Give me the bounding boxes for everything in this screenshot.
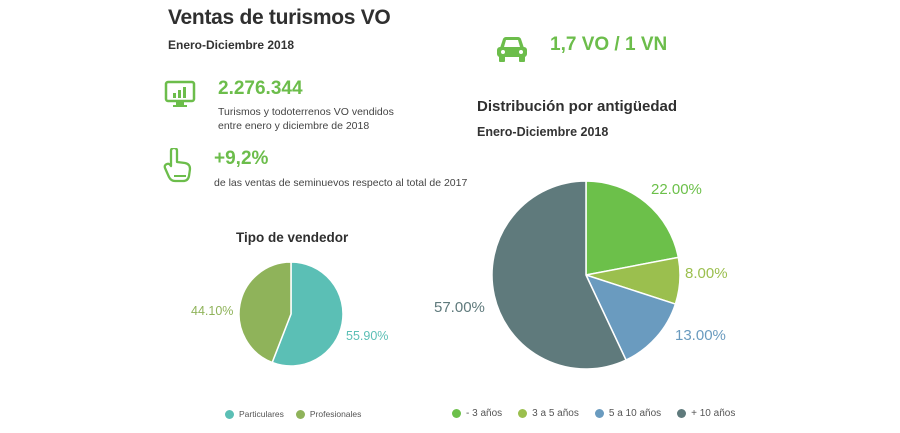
pie-slice-5-10 (584, 273, 677, 362)
legend-swatch-5-10 (594, 409, 604, 418)
sales-desc-line1: Turismos y todoterrenos VO vendidos (218, 106, 394, 118)
legend-label-particulares: Particulares (239, 409, 284, 419)
pie-slice-particulares (271, 262, 344, 367)
legend-label-3-5: 3 a 5 años (532, 408, 579, 419)
legend-item-particulares: Particulares (225, 409, 284, 419)
legend-label-profesionales: Profesionales (309, 409, 362, 419)
legend-item-mas-10: + 10 años (677, 408, 735, 419)
sales-description: Turismos y todoterrenos VO vendidos entr… (218, 105, 418, 133)
pie-slice-mas-10 (491, 180, 628, 370)
sales-value: 2.276.344 (218, 78, 303, 99)
data-label-mas-10: 57.00% (434, 299, 485, 316)
growth-value: +9,2% (214, 148, 269, 169)
legend-label-menos-3: - 3 años (466, 408, 503, 419)
page-subtitle: Enero-Diciembre 2018 (168, 38, 295, 52)
legend-item-menos-3: - 3 años (452, 408, 502, 419)
legend-label-5-10: 5 a 10 años (608, 408, 662, 419)
growth-description: de las ventas de seminuevos respecto al … (214, 177, 468, 189)
page-title: Ventas de turismos VO (168, 6, 391, 29)
legend-item-profesionales: Profesionales (295, 409, 362, 419)
ratio-value: 1,7 VO / 1 VN (550, 34, 668, 55)
hand-pointer-icon (162, 146, 194, 189)
legend-swatch-menos-3 (452, 409, 461, 418)
data-label-particulares: 55.90% (346, 329, 388, 343)
vendor-chart-title: Tipo de vendedor (236, 230, 349, 245)
legend-swatch-profesionales (295, 409, 305, 419)
data-label-5-10: 13.00% (675, 327, 726, 344)
data-label-profesionales: 44.10% (191, 304, 233, 318)
data-label-menos-3: 22.00% (651, 181, 702, 198)
legend-swatch-particulares (225, 409, 234, 419)
monitor-chart-icon (164, 80, 196, 113)
pie-slice-profesionales (238, 262, 292, 364)
legend-swatch-mas-10 (677, 409, 687, 418)
age-legend: - 3 años 3 a 5 años 5 a 10 años + 10 año… (452, 408, 751, 419)
legend-label-mas-10: + 10 años (691, 408, 736, 419)
age-chart-title: Distribución por antigüedad (477, 98, 678, 115)
vendor-pie-chart: 55.90% 44.10% (191, 262, 388, 367)
car-icon (494, 34, 530, 69)
age-chart-subtitle: Enero-Diciembre 2018 (477, 125, 609, 139)
legend-swatch-3-5 (518, 409, 528, 418)
data-label-3-5: 8.00% (685, 265, 728, 282)
vendor-legend: Particulares Profesionales (225, 409, 373, 419)
age-pie-chart: 22.00% 8.00% 13.00% 57.00% (434, 180, 728, 370)
legend-item-5-10: 5 a 10 años (594, 408, 662, 419)
sales-desc-line2: entre enero y diciembre de 2018 (218, 120, 370, 132)
legend-item-3-5: 3 a 5 años (518, 408, 579, 419)
pie-slice-menos-3 (585, 180, 680, 276)
